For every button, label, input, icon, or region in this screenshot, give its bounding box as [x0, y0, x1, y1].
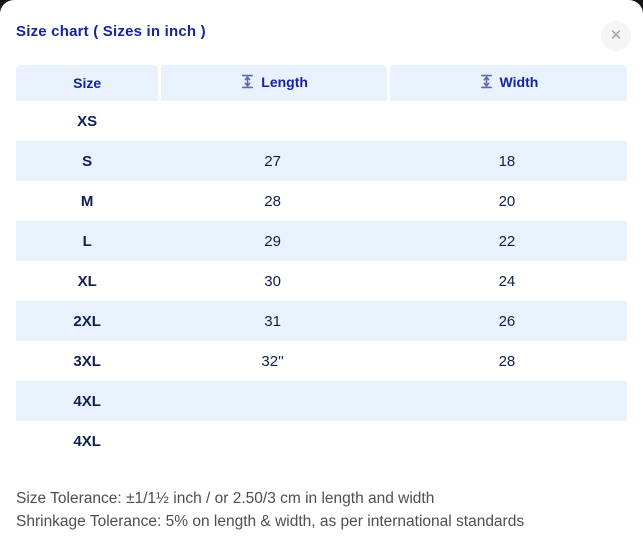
height-measure-icon — [479, 74, 494, 89]
height-measure-icon — [240, 74, 255, 89]
table-row: XL 30 24 — [16, 261, 627, 301]
length-value: 31 — [158, 301, 387, 341]
modal-header: Size chart ( Sizes in inch ) ✕ — [0, 0, 643, 63]
length-value — [158, 421, 387, 461]
close-icon: ✕ — [609, 27, 623, 44]
size-value: 4XL — [16, 381, 159, 421]
length-value: 32'' — [261, 352, 284, 370]
table-row: 3XL 32'' 28 — [16, 341, 627, 381]
column-header-length: Length — [158, 65, 387, 101]
length-value — [158, 101, 387, 141]
size-value: XS — [77, 112, 98, 130]
table-header-row: Size Length — [16, 65, 627, 101]
column-header-size-label: Size — [73, 75, 102, 91]
length-value — [158, 381, 387, 421]
size-value: 3XL — [73, 352, 101, 370]
table-row: 4XL — [16, 381, 627, 421]
width-value: 22 — [386, 221, 627, 261]
column-header-size: Size — [16, 65, 159, 101]
length-value: 28 — [264, 192, 281, 210]
size-value: M — [80, 192, 94, 210]
close-button[interactable]: ✕ — [601, 21, 631, 51]
column-header-width: Width — [386, 65, 627, 101]
size-tolerance-note: Size Tolerance: ±1/1½ inch / or 2.50/3 c… — [16, 490, 435, 507]
table-row: XS — [16, 101, 627, 141]
length-value: 27 — [158, 141, 387, 181]
table-row: S 27 18 — [16, 141, 627, 181]
table-row: 2XL 31 26 — [16, 301, 627, 341]
width-value: 28 — [498, 352, 516, 370]
width-value: 18 — [386, 141, 627, 181]
size-value: 2XL — [16, 301, 159, 341]
table-row: M 28 20 — [16, 181, 627, 221]
width-value: 24 — [498, 272, 516, 290]
table-row: 4XL — [16, 421, 627, 461]
size-value: XL — [77, 272, 97, 290]
length-value: 30 — [264, 272, 281, 290]
column-header-width-label: Width — [499, 73, 539, 90]
width-value — [386, 381, 627, 421]
size-chart-table: Size Length — [16, 65, 627, 461]
column-header-length-label: Length — [261, 73, 308, 90]
tolerance-notes: Size Tolerance: ±1/1½ inch / or 2.50/3 c… — [16, 487, 627, 533]
width-value: 26 — [386, 301, 627, 341]
length-value: 29 — [158, 221, 387, 261]
modal-title: Size chart ( Sizes in inch ) — [16, 23, 206, 40]
size-value: S — [16, 141, 159, 181]
width-value — [387, 421, 627, 461]
table-row: L 29 22 — [16, 221, 627, 261]
size-value: L — [16, 221, 159, 261]
width-value: 20 — [498, 192, 516, 210]
width-value — [387, 101, 627, 141]
size-value: 4XL — [73, 432, 101, 450]
shrinkage-tolerance-note: Shrinkage Tolerance: 5% on length & widt… — [16, 513, 525, 530]
